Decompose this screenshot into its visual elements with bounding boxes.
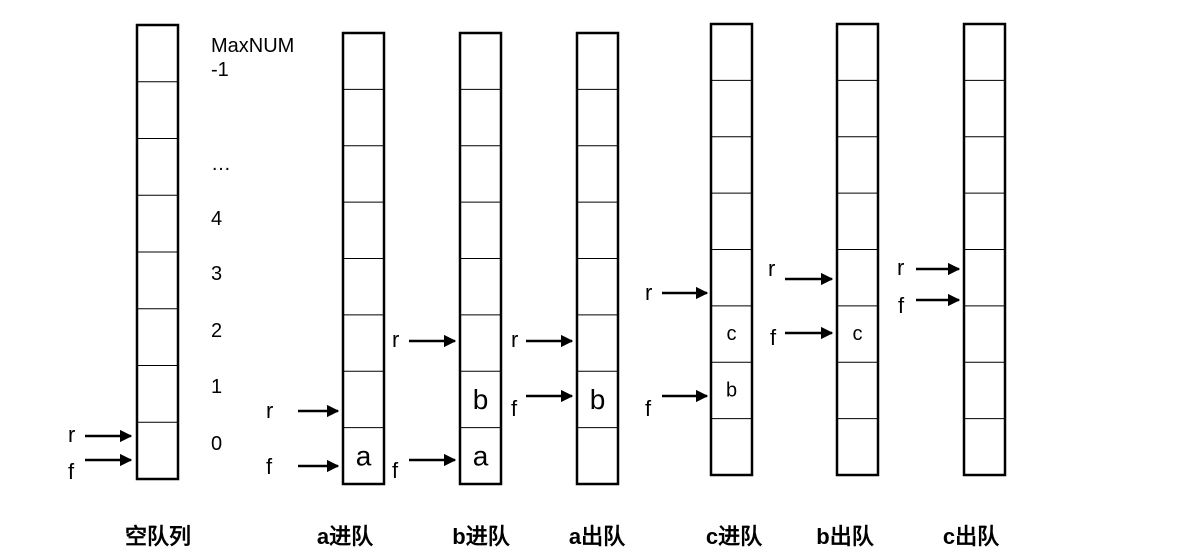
- rear-label: r: [266, 398, 273, 423]
- queue-caption: 空队列: [125, 524, 191, 549]
- index-label-2: 2: [211, 320, 222, 342]
- cell-value-b: b: [590, 384, 606, 415]
- queue-caption: c进队: [706, 524, 763, 549]
- queue-caption: a进队: [317, 524, 374, 549]
- rear-label: r: [768, 256, 775, 281]
- rear-label: r: [392, 327, 399, 352]
- index-label-0: 0: [211, 433, 222, 455]
- queue-3: ab r f b进队: [392, 31, 511, 549]
- front-label: f: [392, 458, 399, 483]
- rear-label: r: [897, 255, 904, 280]
- cell-value-c: c: [853, 323, 863, 345]
- front-label: f: [266, 454, 273, 479]
- index-label-3: 3: [211, 263, 222, 285]
- queue-columns: rf空队列arfa进队abrfb进队brfa出队bcrfc进队crfb出队rfc…: [68, 22, 1007, 549]
- cell-value-b: b: [473, 384, 489, 415]
- front-label: f: [68, 459, 75, 484]
- cell-value-b: b: [726, 379, 737, 401]
- queue-7: rf c出队: [897, 22, 1007, 549]
- front-label: f: [511, 396, 518, 421]
- queue-2: a r f a进队: [266, 31, 386, 549]
- cell-value-a: a: [356, 440, 372, 471]
- queue-6: c r f b出队: [768, 22, 880, 549]
- queue-5: b c r f c进队: [645, 22, 763, 549]
- queue-caption: c出队: [943, 524, 1000, 549]
- rear-label: r: [511, 327, 518, 352]
- queue-caption: a出队: [569, 524, 626, 549]
- index-label-1: 1: [211, 376, 222, 398]
- queue-4: b r f a出队: [511, 31, 626, 549]
- rear-label: r: [68, 422, 75, 447]
- queue-caption: b进队: [452, 524, 510, 549]
- rear-label: r: [645, 280, 652, 305]
- index-label-max-suffix: -1: [211, 59, 229, 81]
- index-label-ellipsis: …: [211, 153, 231, 175]
- front-label: f: [770, 325, 777, 350]
- front-label: f: [645, 396, 652, 421]
- index-label-4: 4: [211, 208, 222, 230]
- queue-1: rf 空队列: [68, 23, 191, 549]
- front-label: f: [898, 293, 905, 318]
- queue-caption: b出队: [816, 524, 874, 549]
- cell-value-a: a: [473, 440, 489, 471]
- cell-value-c: c: [727, 323, 737, 345]
- index-label-max: MaxNUM: [211, 35, 294, 57]
